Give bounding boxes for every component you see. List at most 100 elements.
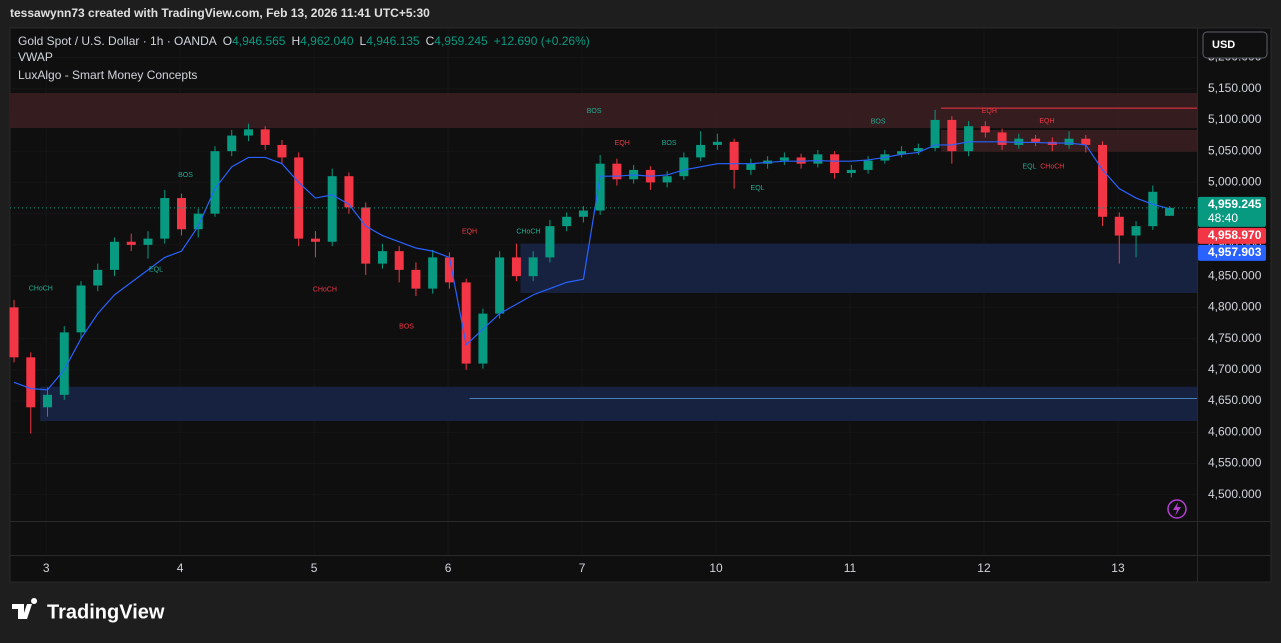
candle-body: [126, 241, 136, 245]
candle-body: [495, 257, 505, 314]
price-label-box: [1198, 227, 1266, 244]
y-tick-label: 4,850.000: [1208, 268, 1262, 282]
y-tick-label: 4,500.000: [1208, 487, 1262, 501]
candle-body: [1064, 138, 1074, 145]
footer-logo: TradingView: [12, 598, 165, 623]
lightning-icon[interactable]: [1167, 499, 1187, 519]
smc-label: EQH: [462, 229, 477, 236]
ohlc-key: O: [223, 34, 232, 48]
candle-body: [461, 282, 471, 364]
x-tick-label: 12: [977, 561, 991, 575]
x-tick-label: 10: [709, 561, 723, 575]
candle-body: [897, 151, 907, 155]
candle-body: [394, 251, 404, 270]
candle-body: [411, 269, 421, 289]
candle-body: [696, 144, 706, 158]
candle-body: [478, 313, 488, 364]
currency-button[interactable]: USD: [1202, 31, 1268, 59]
ohlc-key: L: [360, 34, 367, 48]
currency-button-box[interactable]: [1202, 31, 1268, 59]
icon-bolt[interactable]: [1173, 502, 1181, 516]
smc-label: BOS: [871, 119, 886, 126]
y-tick-label: 5,100.000: [1208, 112, 1262, 126]
symbol-name: Gold Spot / U.S. Dollar · 1h · OANDA: [18, 34, 217, 48]
candle-body: [1165, 207, 1175, 216]
price-label: 4,959.245: [1208, 197, 1262, 211]
candle-body: [377, 251, 387, 264]
candle-body: [528, 257, 538, 277]
smc-label: EQH: [982, 108, 997, 115]
y-tick-label: 4,800.000: [1208, 300, 1262, 314]
candle-body: [947, 119, 957, 152]
currency-label[interactable]: USD: [1212, 39, 1235, 51]
y-tick-label: 4,550.000: [1208, 456, 1262, 470]
candle-body: [712, 141, 722, 145]
candle-body: [1031, 138, 1041, 142]
candle-body: [662, 176, 672, 183]
legend-vwap: VWAP: [18, 50, 53, 64]
smc-label: EQL: [1023, 164, 1037, 171]
smc-label: CHoCH: [1040, 164, 1064, 171]
candle-body: [1098, 144, 1108, 217]
y-tick-label: 4,700.000: [1208, 362, 1262, 376]
price-label-countdown: 48:40: [1208, 211, 1238, 225]
price-label-box: [1198, 244, 1266, 261]
candle-body: [964, 126, 974, 152]
candle-body: [746, 163, 756, 170]
ohlc-key: H: [291, 34, 300, 48]
candle-body: [59, 332, 69, 395]
candle-body: [26, 357, 36, 408]
candle-body: [43, 394, 53, 408]
candle-body: [160, 198, 170, 239]
candle-body: [176, 198, 186, 230]
candle-body: [227, 135, 237, 152]
smc-label: EQL: [751, 185, 765, 192]
ohlc-value: 4,946.565: [232, 34, 286, 48]
x-tick-label: 6: [445, 561, 452, 575]
candle-body: [243, 129, 253, 136]
candle-body: [729, 141, 739, 170]
candle-body: [545, 226, 555, 258]
candle-body: [310, 238, 320, 242]
header: tessawynn73 created with TradingView.com…: [10, 6, 430, 20]
zone: [10, 93, 1197, 129]
footer-brand: TradingView: [47, 601, 165, 623]
logo-mark: [12, 598, 38, 619]
legend-indicator: LuxAlgo - Smart Money Concepts: [18, 68, 197, 82]
ohlc-value: 4,959.245: [434, 34, 488, 48]
zone: [40, 386, 1197, 422]
candle-body: [361, 207, 371, 264]
smc-label: BOS: [587, 108, 602, 115]
candle-body: [260, 129, 270, 145]
icon-circle[interactable]: [1167, 499, 1187, 519]
candle-body: [1081, 138, 1091, 145]
smc-label: EQL: [149, 267, 163, 274]
y-tick-label: 5,150.000: [1208, 81, 1262, 95]
x-tick-label: 13: [1111, 561, 1125, 575]
candle-body: [193, 213, 203, 230]
candle-body: [511, 257, 521, 277]
candle-body: [830, 154, 840, 174]
legend-symbol-line: Gold Spot / U.S. Dollar · 1h · OANDA O4,9…: [18, 34, 590, 48]
change: +12.690 (+0.26%): [494, 34, 590, 48]
x-tick-label: 3: [43, 561, 50, 575]
candle-body: [813, 154, 823, 164]
candle-body: [9, 307, 19, 358]
candle-body: [913, 148, 923, 152]
smc-label: BOS: [399, 324, 414, 331]
candle-body: [327, 176, 337, 242]
candle-body: [779, 157, 789, 161]
x-tick-label: 5: [311, 561, 318, 575]
smc-label: BOS: [178, 172, 193, 179]
price-label-box: [1198, 196, 1266, 227]
candle-body: [863, 160, 873, 170]
smc-label: CHoCH: [516, 229, 540, 236]
candle-body: [679, 157, 689, 177]
candle-body: [294, 157, 304, 239]
candle-body: [444, 257, 454, 283]
candle-body: [143, 238, 153, 245]
candle-body: [93, 269, 103, 286]
